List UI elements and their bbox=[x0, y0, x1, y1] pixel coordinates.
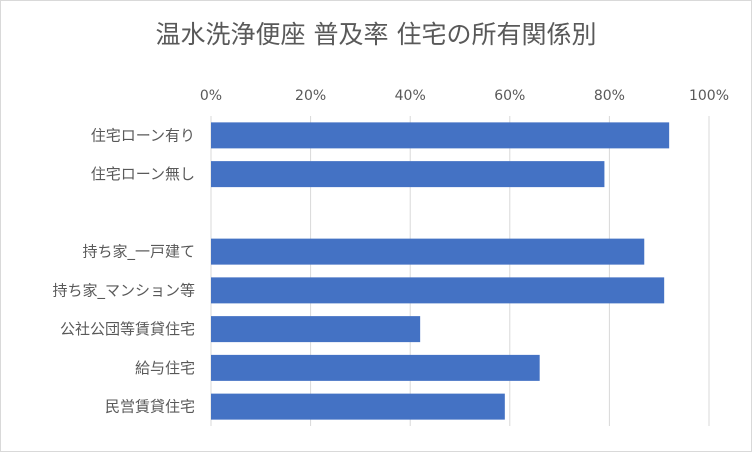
bars bbox=[211, 122, 670, 420]
x-tick-label: 60% bbox=[494, 88, 525, 104]
x-axis-tick-labels: 0% 20% 40% 60% 80% 100% bbox=[200, 88, 729, 104]
chart-title: 温水洗浄便座 普及率 住宅の所有関係別 bbox=[156, 20, 597, 49]
category-label: 民営賃貸住宅 bbox=[105, 398, 195, 416]
bar bbox=[211, 393, 505, 420]
category-label: 持ち家_マンション等 bbox=[52, 281, 195, 300]
category-label: 住宅ローン有り bbox=[91, 126, 195, 144]
bar bbox=[211, 316, 421, 343]
category-label: 持ち家_一戸建て bbox=[82, 243, 195, 262]
category-label: 公社公団等賃貸住宅 bbox=[60, 320, 195, 338]
x-tick-label: 0% bbox=[200, 88, 222, 104]
x-tick-label: 20% bbox=[295, 88, 326, 104]
x-tick-label: 100% bbox=[689, 88, 729, 104]
x-tick-label: 40% bbox=[395, 88, 426, 104]
category-label: 給与住宅 bbox=[135, 359, 195, 377]
bar bbox=[211, 277, 665, 304]
category-label: 住宅ローン無し bbox=[91, 165, 195, 183]
x-tick-label: 80% bbox=[594, 88, 625, 104]
bar bbox=[211, 161, 605, 188]
bar bbox=[211, 238, 645, 265]
bar bbox=[211, 122, 670, 149]
category-labels: 住宅ローン有り住宅ローン無し持ち家_一戸建て持ち家_マンション等公社公団等賃貸住… bbox=[52, 126, 195, 415]
bar bbox=[211, 354, 540, 381]
